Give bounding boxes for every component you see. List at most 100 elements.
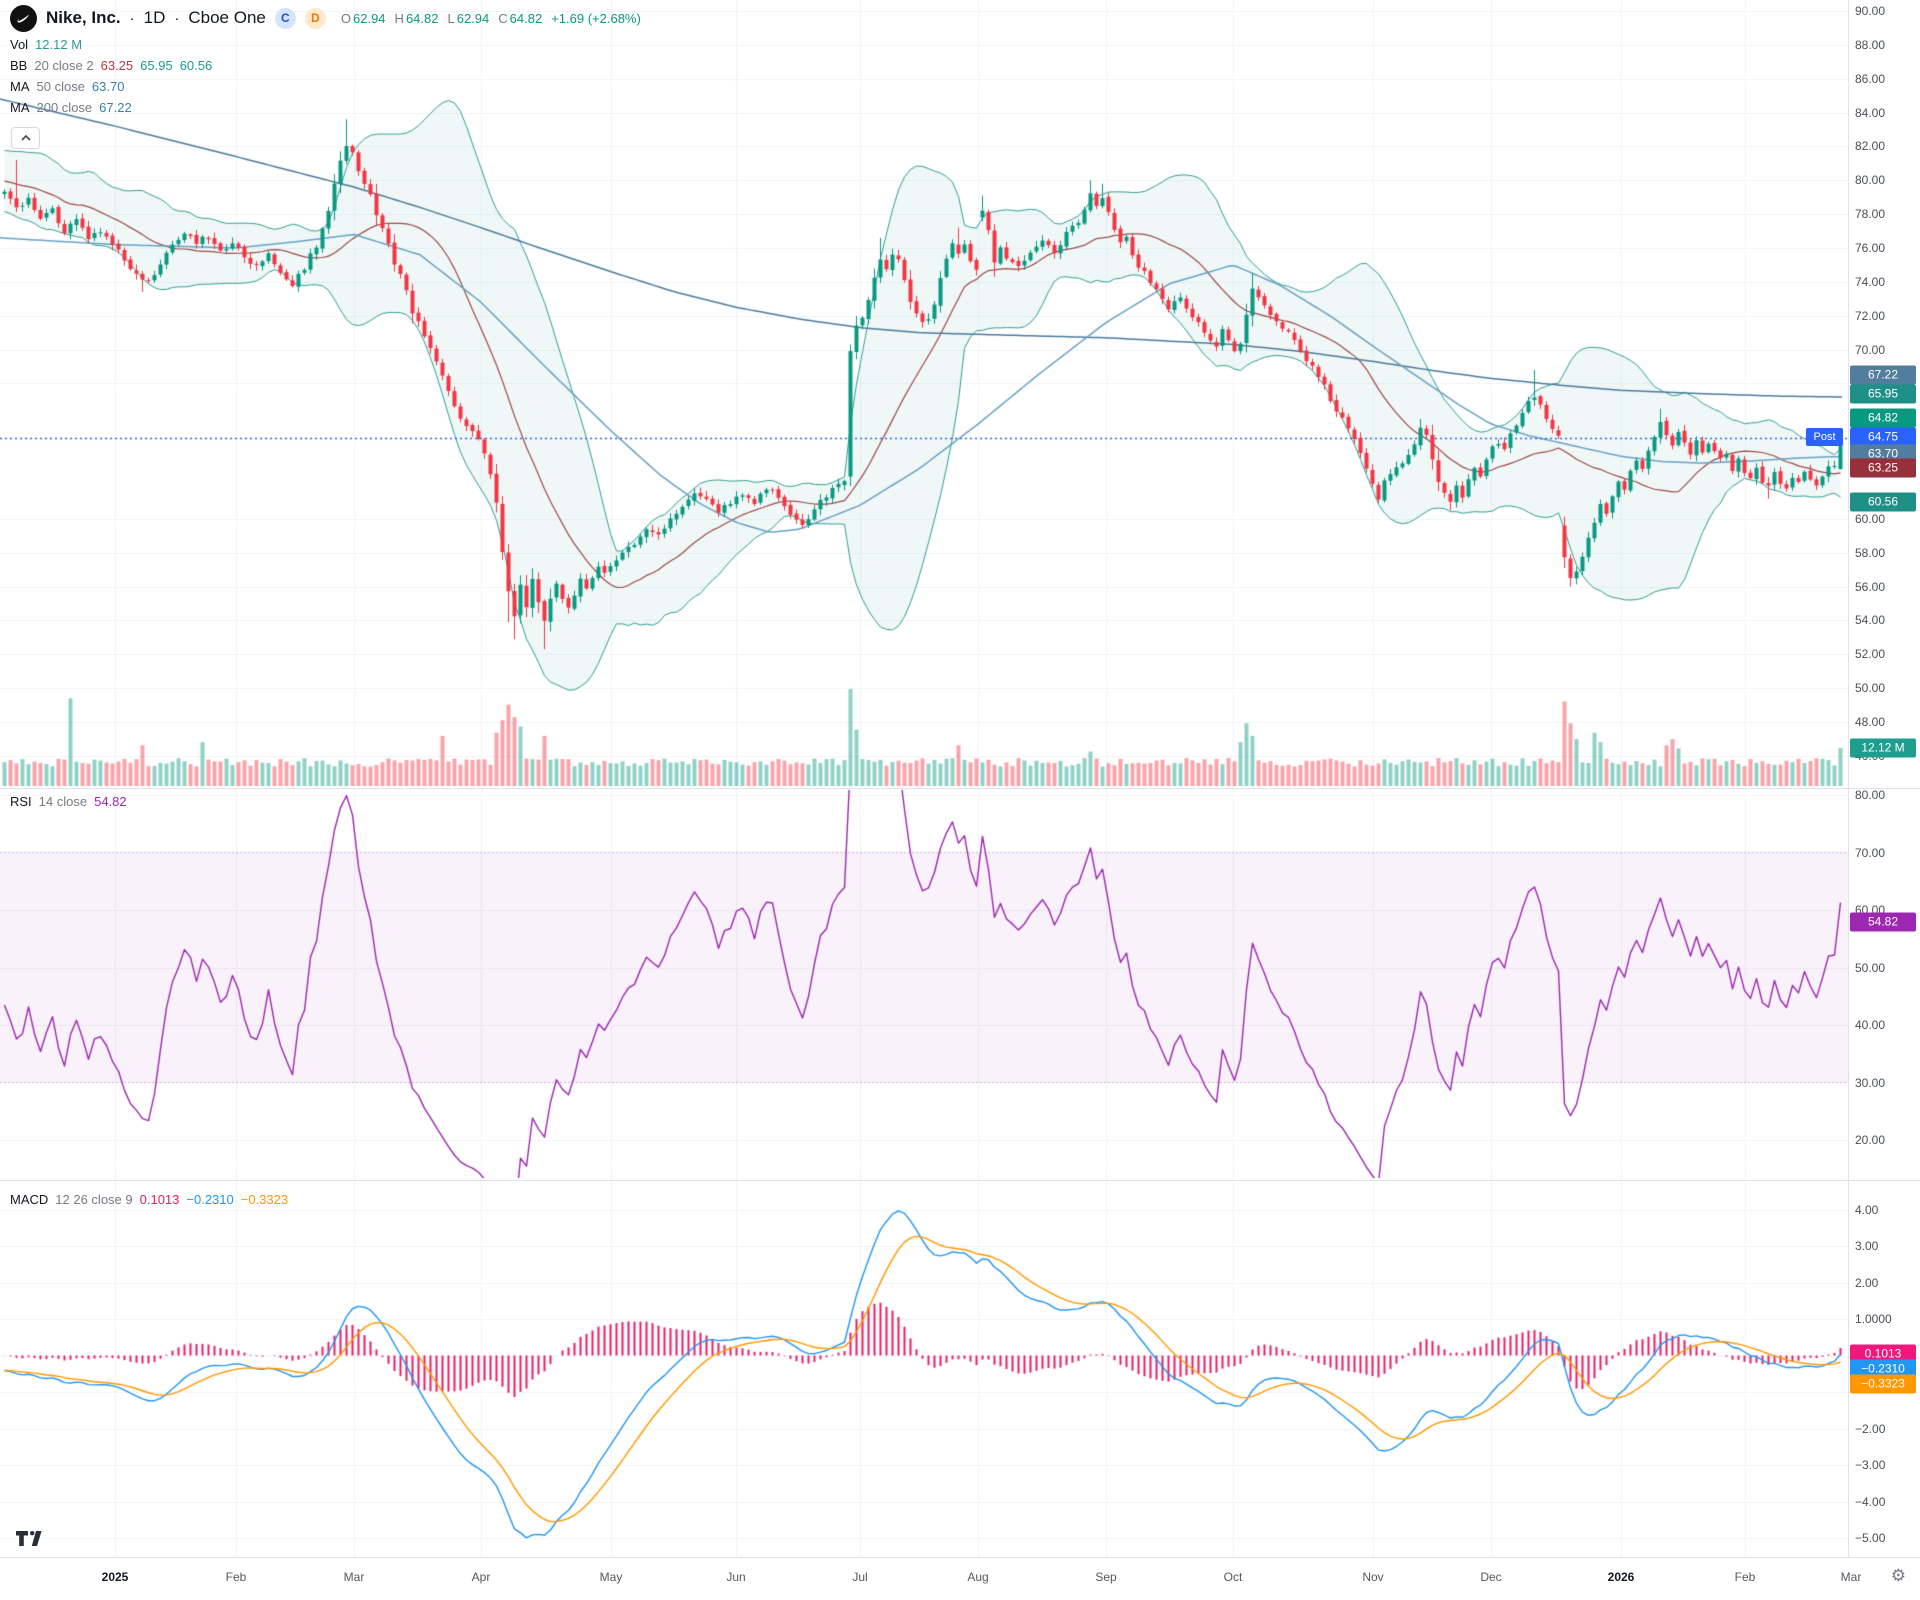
axis-tick-label: 1.0000 <box>1855 1312 1892 1326</box>
post-market-tag: Post <box>1806 428 1843 446</box>
time-axis-label: Oct <box>1223 1570 1243 1584</box>
axis-tick-label: 40.00 <box>1855 1018 1886 1032</box>
macd-signal-value: −0.3323 <box>240 1191 289 1207</box>
symbol-exchange: Cboe One <box>188 8 266 27</box>
time-axis-label: Jul <box>852 1570 868 1584</box>
ma200-label: MA <box>10 100 30 115</box>
rsi-value: 54.82 <box>94 793 127 809</box>
symbol-interval: 1D <box>143 8 166 27</box>
axis-tick-label: 76.00 <box>1855 241 1886 256</box>
rsi-value-badge: 54.82 <box>1850 912 1916 932</box>
time-axis-label: Dec <box>1480 1570 1502 1584</box>
macd-label: MACD <box>10 1191 49 1207</box>
ma200-params: 200 close <box>36 100 93 115</box>
axis-tick-label: 3.00 <box>1855 1239 1879 1253</box>
axis-tick-label: 20.00 <box>1855 1133 1886 1147</box>
axis-tick-label: 56.00 <box>1855 579 1886 594</box>
rsi-macd-separator[interactable] <box>0 1180 1920 1181</box>
ohlc-key: O <box>340 10 351 26</box>
volume-label: Vol <box>10 37 29 52</box>
axis-tick-label: −5.00 <box>1855 1531 1886 1545</box>
macd-hist-value: 0.1013 <box>139 1191 180 1207</box>
bb-lower-badge: 60.56 <box>1850 492 1916 512</box>
axis-tick-label: 2.00 <box>1855 1275 1879 1290</box>
volume-badge: 12.12 M <box>1850 738 1916 758</box>
time-axis-label: Mar <box>1840 1570 1862 1584</box>
axis-tick-label: 70.00 <box>1855 342 1886 357</box>
time-axis-label: Aug <box>967 1570 989 1584</box>
macd-line-value: −0.2310 <box>186 1191 234 1207</box>
time-axis-label: Nov <box>1362 1570 1384 1584</box>
ma50-legend-row[interactable]: MA 50 close 63.70 <box>10 76 641 97</box>
time-axis-separator <box>0 1557 1920 1558</box>
bb-basis-value: 63.25 <box>100 58 134 73</box>
symbol-title-row[interactable]: Nike, Inc. · 1D · Cboe One C D O 62.94 H 64… <box>10 4 641 32</box>
axis-tick-label: 88.00 <box>1855 37 1886 52</box>
axis-tick-label: 48.00 <box>1855 715 1886 730</box>
bb-upper-badge: 65.95 <box>1850 384 1916 404</box>
time-axis-label: 2025 <box>101 1570 129 1584</box>
bb-legend-row[interactable]: BB 20 close 2 63.25 65.95 60.56 <box>10 55 641 76</box>
rsi-params: 14 close <box>38 793 88 809</box>
ohlc-values: O 62.94 H 64.82 L 62.94 C 64.82 +1.69 (+2.68%) <box>341 11 641 26</box>
delayed-data-icon[interactable]: D <box>304 7 326 29</box>
gear-icon[interactable]: ⚙ <box>1890 1566 1906 1585</box>
chevron-up-icon <box>20 135 31 141</box>
bb-upper-value: 65.95 <box>140 58 173 73</box>
axis-separator <box>1848 0 1849 1557</box>
macd-line-badge: −0.2310 <box>1850 1359 1916 1379</box>
axis-tick-label: 86.00 <box>1855 71 1886 86</box>
tradingview-logo[interactable] <box>16 1531 42 1547</box>
macd-legend-row[interactable]: MACD 12 26 close 9 0.1013 −0.2310 −0.332… <box>10 1190 288 1208</box>
symbol-legend: Nike, Inc. · 1D · Cboe One C D O 62.94 H 64… <box>10 4 641 118</box>
axis-tick-label: 70.00 <box>1855 845 1886 860</box>
axis-tick-label: 84.00 <box>1855 105 1886 120</box>
ohlc-key: L <box>447 10 455 26</box>
ohlc-value: 62.94 <box>456 10 490 26</box>
time-axis-label: 2026 <box>1607 1570 1635 1584</box>
bb-label: BB <box>10 58 28 73</box>
collapse-legend-button[interactable] <box>11 127 40 149</box>
axis-tick-label: 50.00 <box>1855 960 1886 975</box>
ma200-value: 67.22 <box>99 100 132 115</box>
time-axis[interactable]: ⚙ 2025 Feb Mar Apr May Jun Jul Aug Sep Oct Nov Dec 2… <box>0 1558 1920 1600</box>
rsi-legend-row[interactable]: RSI 14 close 54.82 <box>10 792 127 810</box>
ma50-params: 50 close <box>36 79 85 94</box>
ma200-legend-row[interactable]: MA 200 close 67.22 <box>10 97 641 118</box>
axis-tick-label: 82.00 <box>1855 139 1886 154</box>
cboe-data-icon[interactable]: C <box>274 7 296 29</box>
ma50-label: MA <box>10 79 30 94</box>
axis-tick-label: −2.00 <box>1855 1421 1886 1436</box>
time-axis-label: Feb <box>1734 1570 1756 1584</box>
axis-tick-label: 80.00 <box>1855 173 1886 188</box>
axis-tick-label: 30.00 <box>1855 1075 1886 1090</box>
bb-lower-value: 60.56 <box>179 58 213 73</box>
price-axis[interactable]: 90.00 88.00 86.00 84.00 82.00 80.00 78.00 76.00… <box>1849 0 1920 1557</box>
change-value: +1.69 (+2.68%) <box>551 10 641 26</box>
main-rsi-separator[interactable] <box>0 788 1920 789</box>
volume-value: 12.12 M <box>35 37 83 52</box>
ma200-value-badge: 67.22 <box>1850 365 1916 385</box>
time-axis-label: May <box>599 1570 623 1584</box>
axis-tick-label: 72.00 <box>1855 308 1886 323</box>
ma50-value: 63.70 <box>91 79 125 94</box>
axis-tick-label: 60.00 <box>1855 511 1886 526</box>
time-axis-label: Mar <box>343 1570 365 1584</box>
rsi-label: RSI <box>10 793 32 809</box>
macd-params: 12 26 close 9 <box>55 1191 133 1207</box>
axis-tick-label: 90.00 <box>1855 4 1886 18</box>
axis-tick-label: 80.00 <box>1855 788 1886 802</box>
ohlc-value: 64.82 <box>405 10 439 26</box>
time-axis-label: Apr <box>471 1570 491 1584</box>
nike-logo-icon <box>10 4 37 32</box>
axis-tick-label: −4.00 <box>1855 1494 1886 1509</box>
symbol-name: Nike, Inc. <box>46 8 121 27</box>
time-axis-label: Jun <box>726 1570 746 1584</box>
time-axis-label: Sep <box>1095 1570 1117 1584</box>
volume-legend-row[interactable]: Vol 12.12 M <box>10 34 641 55</box>
axis-tick-label: 4.00 <box>1855 1202 1879 1217</box>
axis-tick-label: −3.00 <box>1855 1458 1886 1472</box>
time-axis-label: Feb <box>225 1570 247 1584</box>
